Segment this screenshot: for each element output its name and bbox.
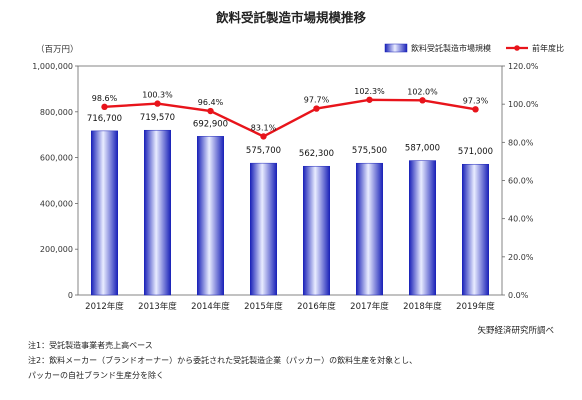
bar xyxy=(250,162,277,296)
left-axis-tick-label: 200,000 xyxy=(40,245,73,254)
x-axis-tick-label: 2017年度 xyxy=(350,301,389,312)
bar-value-label: 719,570 xyxy=(140,113,175,123)
line-path xyxy=(104,98,476,138)
line-value-label: 102.0% xyxy=(407,87,438,96)
bar-value-label: 571,000 xyxy=(458,147,493,157)
bar xyxy=(462,163,489,296)
x-axis-tick-label: 2012年度 xyxy=(85,301,124,312)
bar xyxy=(197,136,224,296)
bar-value-label: 692,900 xyxy=(193,119,228,129)
right-axis-tick-label: 40.0% xyxy=(508,215,534,224)
line-value-label: 98.6% xyxy=(92,94,118,103)
x-axis-tick-label: 2018年度 xyxy=(403,301,442,312)
line-point xyxy=(101,103,108,111)
line-value-labels: 98.6% 100.3% 96.4% 83.1% 97.7% 102.3% 102.0% 97… xyxy=(92,87,489,133)
line-value-label: 97.7% xyxy=(304,96,330,105)
right-axis-tick-label: 20.0% xyxy=(508,253,534,262)
x-axis-tick-label: 2015年度 xyxy=(244,301,283,312)
chart-title: 飲料受託製造市場規模推移 xyxy=(215,10,367,25)
line-point xyxy=(419,97,426,104)
note-1: 注1：受託製造事業者売上高ベース xyxy=(28,340,153,350)
bar-value-label: 562,300 xyxy=(299,149,334,159)
bar-series xyxy=(91,129,489,296)
left-axis-unit: （百万円） xyxy=(36,44,79,55)
left-axis: 0 200,000 400,000 600,000 800,000 1,000,000 xyxy=(32,62,78,300)
line-point xyxy=(313,105,320,112)
left-axis-tick-label: 400,000 xyxy=(40,199,73,208)
x-axis-tick-label: 2016年度 xyxy=(297,301,336,312)
bar xyxy=(303,165,330,296)
note-3: パッカーの自社ブランド生産分を除く xyxy=(28,370,164,380)
line-point xyxy=(207,107,214,115)
line-point xyxy=(154,100,161,107)
plot-area xyxy=(77,65,503,296)
legend-line-label: 前年度比 xyxy=(532,43,564,53)
bar-value-label: 575,700 xyxy=(246,146,281,156)
bar-value-label: 716,700 xyxy=(87,114,122,124)
legend-bar-label: 飲料受託製造市場規模 xyxy=(411,43,491,53)
x-axis-tick-label: 2013年度 xyxy=(138,301,177,312)
right-axis-tick-label: 0.0% xyxy=(508,291,529,300)
source-credit: 矢野経済研究所調べ xyxy=(477,325,554,336)
right-axis-tick-label: 80.0% xyxy=(508,138,534,147)
line-point xyxy=(366,96,373,103)
bar-value-label: 587,000 xyxy=(405,144,440,154)
line-value-label: 100.3% xyxy=(142,91,173,100)
left-axis-tick-label: 600,000 xyxy=(40,154,73,163)
right-axis-tick-label: 100.0% xyxy=(508,100,539,109)
line-point xyxy=(472,106,479,113)
right-axis-tick-label: 60.0% xyxy=(508,177,534,186)
x-axis-tick-label: 2014年度 xyxy=(191,301,230,312)
x-axis-tick-label: 2019年度 xyxy=(456,301,495,312)
left-axis-tick-label: 800,000 xyxy=(40,108,73,117)
bar xyxy=(144,129,171,296)
right-axis-tick-label: 120.0% xyxy=(508,62,539,71)
x-axis: 2012年度 2013年度 2014年度 2015年度 2016年度 2017年度 2018… xyxy=(85,301,495,312)
bar xyxy=(356,162,383,296)
left-axis-tick-label: 1,000,000 xyxy=(32,62,73,71)
left-axis-tick-label: 0 xyxy=(68,291,73,300)
bar-value-labels: 716,700 719,570 692,900 575,700 562,300 575,5… xyxy=(87,113,493,159)
bar xyxy=(409,160,436,296)
legend: 飲料受託製造市場規模 前年度比 xyxy=(384,43,564,53)
bar xyxy=(91,130,118,296)
legend-line-marker xyxy=(514,45,520,51)
line-value-label: 83.1% xyxy=(251,123,277,132)
line-value-label: 97.3% xyxy=(463,96,489,105)
line-value-label: 102.3% xyxy=(354,87,385,96)
right-axis: 0.0% 20.0% 40.0% 60.0% 80.0% 100.0% 120.0% xyxy=(502,62,539,300)
legend-bar-swatch xyxy=(384,43,408,53)
bar-value-label: 575,500 xyxy=(352,146,387,156)
line-series xyxy=(101,96,479,140)
line-point xyxy=(260,133,267,140)
line-value-label: 96.4% xyxy=(198,98,224,107)
note-2: 注2：飲料メーカー（ブランドオーナー）から委託された受託製造企業（パッカー）の飲… xyxy=(28,355,417,365)
